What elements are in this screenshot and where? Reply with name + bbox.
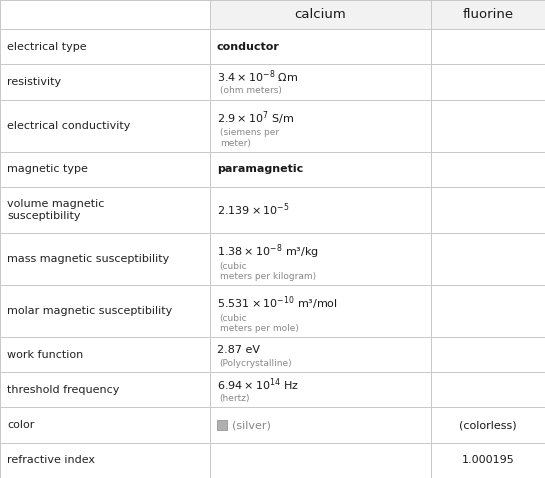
Text: (silver): (silver) — [232, 420, 271, 430]
Text: resistivity: resistivity — [7, 77, 61, 87]
Text: electrical conductivity: electrical conductivity — [7, 120, 130, 130]
Bar — [0, 443, 545, 478]
Bar — [0, 0, 210, 29]
Text: fluorine: fluorine — [462, 8, 513, 21]
Text: refractive index: refractive index — [7, 456, 95, 466]
Bar — [0, 99, 545, 152]
Text: threshold frequency: threshold frequency — [7, 385, 119, 395]
Text: $5.531\times10^{-10}$ m³/mol: $5.531\times10^{-10}$ m³/mol — [217, 295, 338, 313]
Text: $2.139\times10^{-5}$: $2.139\times10^{-5}$ — [217, 202, 289, 218]
Bar — [0, 233, 545, 285]
Text: molar magnetic susceptibility: molar magnetic susceptibility — [7, 306, 172, 316]
Text: work function: work function — [7, 349, 83, 359]
Bar — [0, 372, 545, 407]
Bar — [0, 285, 545, 337]
Text: conductor: conductor — [217, 42, 280, 52]
Text: 1.000195: 1.000195 — [462, 456, 514, 466]
Text: (ohm meters): (ohm meters) — [220, 86, 282, 95]
Text: (siemens per
meter): (siemens per meter) — [220, 129, 278, 148]
Text: $1.38\times10^{-8}$ m³/kg: $1.38\times10^{-8}$ m³/kg — [217, 242, 318, 261]
Text: paramagnetic: paramagnetic — [217, 164, 303, 174]
Text: (cubic
meters per kilogram): (cubic meters per kilogram) — [220, 261, 316, 281]
Text: volume magnetic
susceptibility: volume magnetic susceptibility — [7, 199, 105, 221]
Text: (hertz): (hertz) — [220, 394, 250, 403]
Bar — [0, 337, 545, 372]
Text: $3.4\times10^{-8}$ Ωm: $3.4\times10^{-8}$ Ωm — [217, 69, 298, 86]
Text: mass magnetic susceptibility: mass magnetic susceptibility — [7, 254, 169, 264]
Text: color: color — [7, 420, 34, 430]
Bar — [431, 0, 545, 29]
Bar — [210, 0, 431, 29]
Text: (Polycrystalline): (Polycrystalline) — [220, 358, 292, 368]
Text: $2.9\times10^{7}$ S/m: $2.9\times10^{7}$ S/m — [217, 109, 294, 127]
Bar — [0, 407, 545, 443]
Bar — [0, 187, 545, 233]
Bar — [0, 65, 545, 99]
Text: calcium: calcium — [294, 8, 346, 21]
Text: 2.87 eV: 2.87 eV — [217, 345, 260, 355]
Text: (cubic
meters per mole): (cubic meters per mole) — [220, 314, 299, 333]
Text: magnetic type: magnetic type — [7, 164, 88, 174]
Text: electrical type: electrical type — [7, 42, 87, 52]
Bar — [0, 152, 545, 187]
Text: (colorless): (colorless) — [459, 420, 517, 430]
Bar — [0, 29, 545, 65]
Text: $6.94\times10^{14}$ Hz: $6.94\times10^{14}$ Hz — [217, 377, 299, 393]
Bar — [217, 420, 227, 430]
